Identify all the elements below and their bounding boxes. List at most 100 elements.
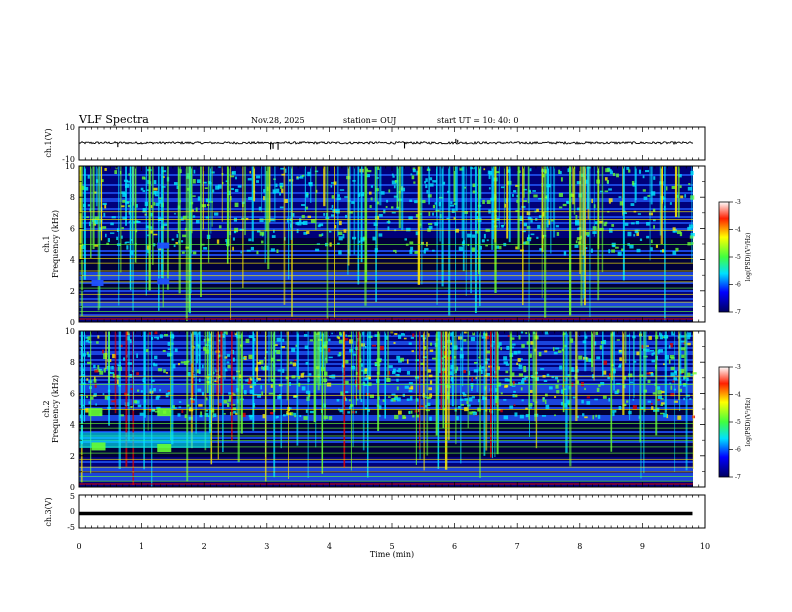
spec-speckle [421, 199, 426, 204]
spec-tone [79, 311, 693, 312]
spec-speckle [230, 175, 235, 178]
spec-speckle [314, 170, 319, 173]
spec-speckle [398, 359, 402, 363]
spec-speckle [520, 331, 525, 334]
spec-speckle [248, 196, 253, 201]
spec-speckle [556, 379, 560, 383]
spec-speckle [672, 250, 677, 255]
spec-speckle [397, 374, 400, 377]
spec-streak [100, 166, 103, 241]
spec-speckle [483, 233, 486, 239]
spec-speckle [402, 414, 406, 419]
spec-streak [315, 166, 317, 230]
spec-speckle [129, 374, 133, 378]
spec-speckle [602, 395, 607, 399]
spec-speckle [668, 345, 671, 349]
spec-speckle [351, 201, 355, 204]
spec-speckle [344, 380, 349, 385]
colorbar-tick-label: -6 [735, 282, 741, 289]
spec-speckle [647, 379, 651, 384]
spec-speckle [178, 406, 182, 408]
spec-speckle [529, 406, 532, 409]
spec-streak [503, 166, 505, 226]
spec-speckle [574, 244, 579, 248]
spec-streak [366, 331, 369, 478]
spec-speckle [130, 388, 135, 391]
spec-speckle [260, 385, 263, 390]
spec-speckle [636, 232, 640, 236]
spec-speckle [639, 238, 643, 241]
spec-speckle [595, 331, 599, 336]
spec-speckle [653, 408, 657, 412]
spec-speckle [87, 204, 91, 207]
spec-tone [79, 466, 693, 468]
spec-streak [448, 331, 450, 404]
spec-speckle [103, 368, 106, 373]
spec-speckle [338, 351, 342, 356]
spec-speckle [85, 339, 89, 343]
spec-speckle [368, 191, 372, 195]
spec-speckle [245, 217, 249, 221]
spec-speckle [456, 366, 459, 371]
spec-speckle [687, 242, 691, 246]
spec-speckle [111, 216, 116, 219]
spec-speckle [154, 336, 158, 339]
spec-speckle [367, 408, 370, 412]
spec-streak [353, 166, 356, 255]
spec-streak [222, 331, 224, 453]
spec-speckle [428, 211, 431, 216]
spec-streak [270, 331, 273, 381]
spec-speckle [578, 355, 583, 360]
spec-speckle [364, 346, 367, 349]
spec-speckle [645, 348, 650, 352]
spec-speckle [495, 171, 500, 174]
spec-speckle [498, 245, 502, 250]
spec-speckle [93, 364, 96, 369]
spec-speckle [595, 414, 598, 418]
x-tick-label: 2 [202, 542, 207, 551]
spec-band [79, 272, 693, 274]
spec-speckle [165, 372, 168, 374]
spec-speckle [604, 177, 608, 181]
spec-speckle [510, 346, 515, 349]
spec-band [79, 411, 693, 413]
spec-speckle [366, 168, 369, 172]
spec-bright-band [79, 432, 211, 448]
spec-speckle [249, 378, 253, 381]
spec-speckle [343, 229, 347, 233]
spec-speckle [646, 372, 651, 375]
spec-speckle [275, 183, 278, 188]
spec-speckle [544, 399, 547, 405]
spec-speckle [140, 187, 144, 191]
spec-band [79, 264, 693, 266]
spec-speckle [226, 333, 228, 335]
spec-speckle [343, 338, 349, 341]
spec-speckle [500, 409, 503, 413]
spec-speckle [429, 177, 433, 181]
spec-streak [190, 331, 193, 364]
spec-speckle [229, 395, 232, 400]
ch2-spectrogram-image [79, 331, 697, 487]
spec-speckle [396, 378, 399, 382]
spec-speckle [88, 221, 91, 227]
spec-speckle [648, 212, 653, 216]
spec-speckle [670, 343, 674, 348]
spec-speckle [624, 222, 629, 226]
spec-streak [527, 166, 530, 204]
spec-speckle [544, 350, 548, 353]
spec-band [79, 208, 693, 210]
spec-band [79, 170, 693, 172]
spec-speckle [432, 357, 437, 360]
spec-streak [692, 331, 694, 470]
spec-speckle [619, 357, 622, 361]
spec-streak [315, 331, 319, 384]
spec-streak [441, 166, 444, 287]
spec-speckle [97, 365, 100, 370]
spec-speckle [328, 338, 331, 342]
spec-speckle [205, 216, 210, 219]
spec-speckle [645, 345, 649, 347]
spec-streak [368, 331, 372, 377]
spec-streak [575, 331, 578, 421]
spec-tone [79, 306, 693, 308]
spec-band [79, 224, 693, 226]
